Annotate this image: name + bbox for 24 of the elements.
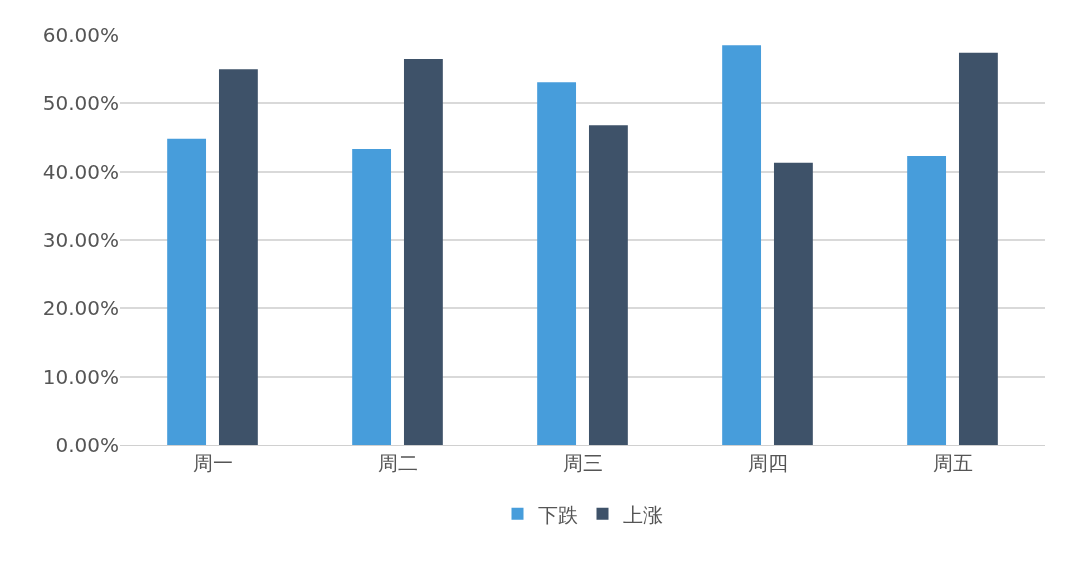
bar (907, 155, 947, 445)
y-tick-label: 10.00% (42, 364, 119, 389)
bar (722, 45, 762, 445)
bar (218, 69, 258, 445)
legend-label: 上涨 (622, 502, 663, 527)
bar (352, 149, 392, 445)
x-tick-label: 周三 (562, 451, 603, 475)
y-tick-label: 0.00% (55, 433, 119, 457)
bar (958, 52, 998, 445)
y-tick-label: 20.00% (42, 296, 119, 321)
bar (167, 138, 207, 445)
bar (537, 82, 577, 445)
x-tick-label: 周二 (377, 451, 418, 475)
x-tick-label: 周一 (192, 451, 233, 475)
bar (773, 162, 813, 445)
x-tick-label: 周四 (747, 451, 788, 475)
bar (588, 125, 628, 445)
y-tick-label: 60.00% (42, 23, 119, 47)
y-tick-label: 30.00% (42, 228, 119, 252)
x-tick-label: 周五 (932, 451, 973, 475)
y-tick-label: 40.00% (42, 159, 119, 184)
y-tick-label: 50.00% (42, 91, 119, 116)
bar (403, 58, 443, 445)
legend-label: 下跌 (537, 502, 578, 527)
